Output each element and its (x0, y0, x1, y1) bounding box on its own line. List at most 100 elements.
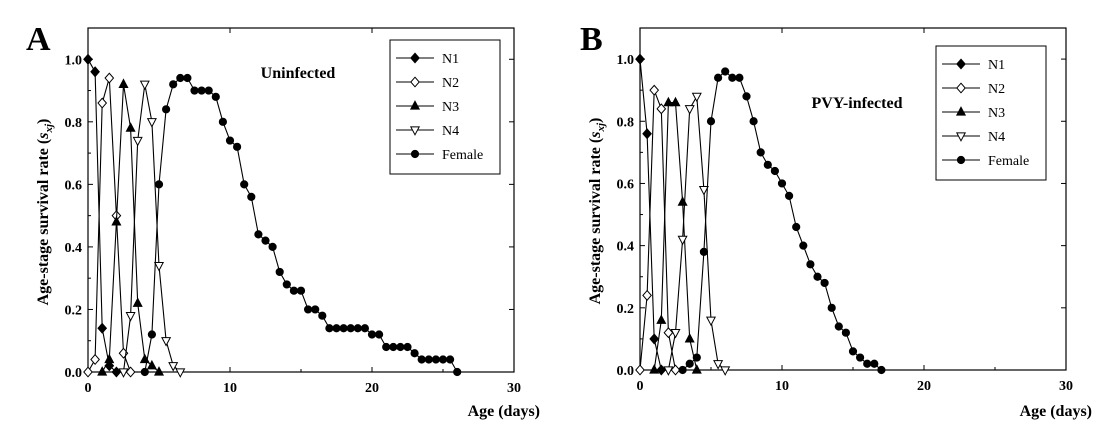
x-axis-title: Age (days) (1020, 403, 1092, 420)
y-axis-title-symbol: s (587, 132, 604, 139)
y-tick-label: 1.0 (617, 53, 635, 68)
data-point-female (346, 324, 355, 333)
data-point-n3 (691, 364, 702, 374)
data-point-n1 (90, 66, 100, 78)
data-point-female (154, 180, 164, 189)
data-point-n4 (161, 337, 172, 347)
panel-a: A 0 10 20 30 0.0 0.2 0.4 0.6 0.8 1.0 Age (days) Age-… (26, 21, 540, 420)
data-point-female (389, 342, 398, 352)
data-point-female (877, 365, 886, 375)
series-n3 (649, 96, 702, 374)
data-point-female (863, 359, 872, 368)
data-point-n2 (635, 364, 645, 376)
data-point-female (870, 359, 879, 368)
y-tick-label: 0.8 (617, 115, 635, 130)
panel-letter: A (26, 21, 51, 58)
legend-marker-n2 (956, 82, 966, 94)
data-point-female (197, 86, 206, 95)
data-point-female (296, 286, 306, 295)
data-point-female (268, 242, 277, 252)
data-point-female (841, 328, 851, 337)
data-point-n1 (635, 53, 645, 65)
data-point-n2 (104, 72, 115, 84)
legend: N1 N2 N3 N4 Female (389, 39, 501, 175)
data-point-female (360, 324, 369, 333)
data-point-n2 (670, 364, 681, 376)
y-axis-title: Age-stage survival rate (sxj) (35, 119, 55, 306)
panel-b: B 0 10 20 30 0.0 0.2 0.4 0.6 0.8 1.0 Age (days) Age-… (580, 21, 1092, 420)
y-tick-label: 0.2 (65, 303, 83, 318)
x-tick-label: 0 (637, 379, 644, 394)
data-point-n1 (649, 333, 660, 345)
data-point-female (749, 117, 758, 126)
data-point-female (856, 353, 865, 362)
data-point-n2 (125, 366, 136, 378)
panel-letter: B (580, 21, 603, 58)
legend-box (935, 45, 1047, 181)
data-point-female (282, 280, 291, 289)
data-point-female (453, 367, 462, 377)
condition-label: PVY-infected (812, 95, 903, 112)
data-point-female (692, 353, 701, 362)
data-point-female (735, 73, 744, 82)
data-point-female (792, 222, 801, 232)
legend-marker-n4 (955, 132, 967, 142)
data-point-n2 (97, 97, 108, 109)
data-point-n1 (111, 366, 122, 378)
data-point-female (261, 236, 270, 245)
data-point-n4 (125, 312, 136, 322)
data-point-female (339, 324, 348, 333)
x-tick-label: 10 (775, 379, 789, 394)
data-point-female (318, 311, 327, 320)
y-tick-label: 0.8 (65, 116, 83, 131)
data-point-n3 (111, 216, 122, 226)
data-point-female (375, 330, 384, 339)
series-line-n4 (667, 94, 726, 371)
y-axis-title-subscript: xj (43, 123, 55, 134)
data-point-female (396, 342, 405, 352)
data-point-n1 (656, 364, 667, 376)
data-point-female (176, 73, 185, 83)
y-axis-title-suffix: ) (35, 119, 52, 124)
data-point-n2 (83, 366, 93, 378)
data-point-n4 (677, 235, 688, 246)
data-point-female (770, 166, 780, 176)
y-tick-label: 0.4 (617, 240, 635, 255)
data-point-female (806, 260, 815, 269)
data-point-n4 (713, 360, 724, 370)
data-point-n4 (168, 362, 179, 372)
data-point-female (311, 305, 320, 314)
data-point-n3 (677, 196, 688, 206)
legend-marker-n2 (410, 76, 420, 88)
data-point-n3 (663, 96, 674, 107)
data-point-n2 (656, 103, 667, 115)
data-point-n3 (684, 333, 695, 343)
data-point-female (403, 342, 412, 352)
data-point-female (190, 86, 199, 95)
data-point-n4 (663, 366, 674, 376)
data-point-n3 (97, 366, 108, 376)
x-axis-title: Age (days) (468, 403, 540, 420)
data-point-female (706, 117, 716, 126)
legend-box (389, 39, 501, 175)
data-point-female (204, 86, 213, 95)
legend-label-n2: N2 (442, 76, 459, 91)
data-point-female (147, 330, 156, 339)
y-tick-label: 0.4 (65, 241, 83, 256)
data-point-female (211, 92, 220, 101)
legend-label-n1: N1 (442, 52, 459, 67)
y-tick-label: 1.0 (65, 53, 83, 68)
legend-label-female: Female (988, 154, 1029, 169)
data-point-female (714, 73, 723, 82)
data-point-female (848, 347, 858, 356)
data-point-female (813, 272, 822, 281)
y-axis-title-subscript: xj (595, 122, 607, 133)
series-n2 (83, 72, 136, 378)
data-point-female (140, 367, 149, 377)
data-point-female (756, 148, 765, 157)
data-point-n3 (670, 96, 681, 107)
data-point-female (424, 355, 433, 364)
y-tick-label: 0.0 (617, 364, 635, 379)
data-point-female (438, 355, 448, 364)
data-point-female (827, 303, 836, 312)
